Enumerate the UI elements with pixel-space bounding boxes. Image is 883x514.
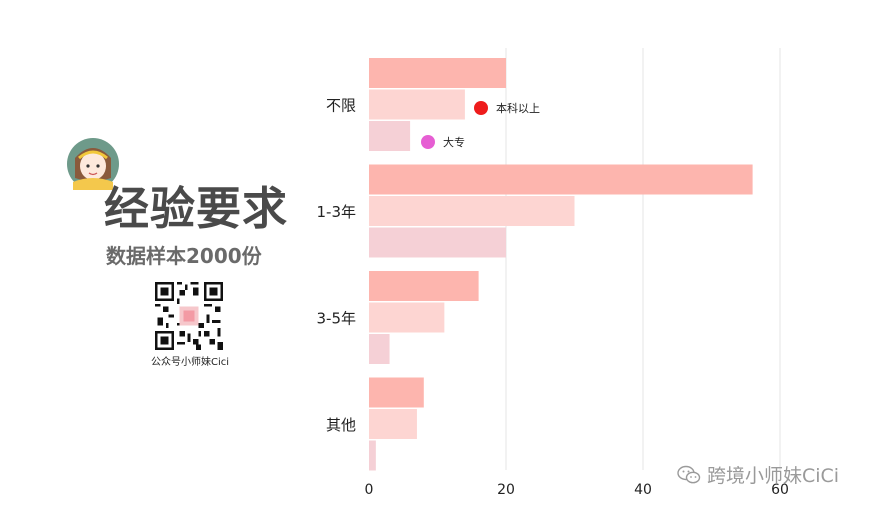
bar bbox=[369, 409, 417, 439]
legend-label: 本科以上 bbox=[496, 101, 540, 115]
bar bbox=[369, 377, 424, 408]
bar bbox=[369, 271, 479, 301]
qr-caption: 公众号小师妹Cici bbox=[150, 357, 230, 368]
x-tick-label: 20 bbox=[497, 482, 515, 498]
bar bbox=[369, 164, 753, 195]
bar bbox=[369, 302, 445, 333]
category-label: 3-5年 bbox=[317, 309, 357, 327]
category-label: 不限 bbox=[326, 96, 356, 114]
bar bbox=[369, 121, 411, 151]
x-tick-label: 40 bbox=[634, 482, 652, 498]
watermark: 跨境小师妹CiCi bbox=[677, 461, 839, 488]
bar bbox=[369, 89, 465, 120]
page-title: 经验要求 bbox=[104, 182, 289, 235]
qr-code-icon bbox=[155, 282, 223, 350]
x-tick-label: 60 bbox=[771, 482, 789, 498]
bar bbox=[369, 334, 390, 364]
wechat-icon bbox=[677, 465, 701, 483]
bar bbox=[369, 227, 506, 258]
legend-marker bbox=[474, 101, 488, 115]
category-label: 1-3年 bbox=[317, 203, 357, 221]
bar bbox=[369, 440, 376, 471]
bar bbox=[369, 196, 575, 226]
x-axis-ticks: 0 20 40 60 bbox=[365, 482, 789, 498]
bar bbox=[369, 58, 506, 88]
category-label: 其他 bbox=[326, 416, 356, 434]
bars bbox=[369, 58, 753, 471]
watermark-text: 跨境小师妹CiCi bbox=[707, 465, 840, 487]
page-subtitle: 数据样本2000份 bbox=[106, 244, 262, 268]
avatar-icon bbox=[67, 138, 119, 190]
legend-label: 大专 bbox=[443, 135, 465, 149]
grid-lines bbox=[505, 48, 781, 470]
legend-marker bbox=[421, 135, 435, 149]
x-tick-label: 0 bbox=[365, 482, 374, 498]
